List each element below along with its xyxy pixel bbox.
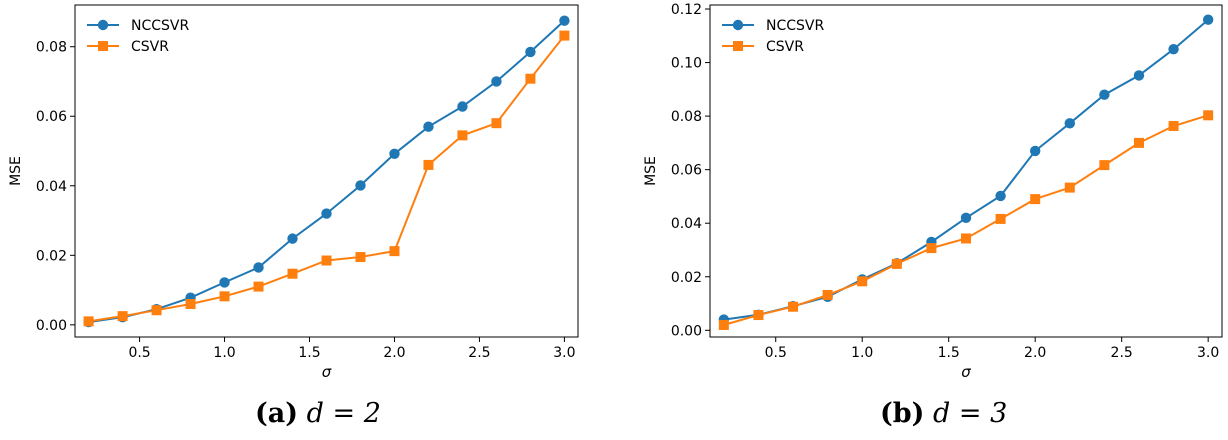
- data-point-csvr: [1203, 110, 1214, 121]
- x-tick-label: 2.5: [468, 345, 490, 361]
- data-point-nccsvr: [389, 148, 400, 159]
- data-point-csvr: [788, 301, 799, 312]
- x-tick-label: 2.0: [1024, 345, 1046, 361]
- caption-b-label: (b): [880, 398, 925, 429]
- data-point-csvr: [1133, 137, 1144, 148]
- data-point-csvr: [117, 311, 128, 322]
- y-axis-label: MSE: [643, 156, 659, 186]
- data-point-csvr: [1099, 160, 1110, 171]
- x-tick-label: 2.0: [383, 345, 405, 361]
- legend-label-csvr: CSVR: [131, 39, 169, 55]
- data-point-csvr: [491, 118, 502, 129]
- caption-a-math: d = 2: [306, 398, 381, 429]
- legend-marker-nccsvr: [732, 19, 744, 31]
- caption-b: (b) d = 3: [880, 398, 1007, 429]
- chart-panel-b: 0.5 1.0 1.5 2.0 2.5 3.0 0.00 0.02 0.04 0.06 0.08 0.…: [614, 0, 1228, 440]
- data-point-csvr: [822, 289, 833, 300]
- data-point-nccsvr: [525, 46, 536, 58]
- data-point-csvr: [891, 258, 902, 269]
- data-point-csvr: [83, 316, 94, 327]
- x-tick-label: 0.5: [128, 345, 150, 361]
- data-point-csvr: [355, 252, 366, 263]
- legend-marker-csvr: [98, 41, 108, 51]
- data-point-csvr: [753, 310, 764, 321]
- data-point-nccsvr: [995, 190, 1006, 202]
- chart-b: 0.5 1.0 1.5 2.0 2.5 3.0 0.00 0.02 0.04 0.06 0.08 0.…: [643, 2, 1223, 381]
- y-tick-label: 0.06: [36, 109, 67, 125]
- y-tick-label: 0.08: [671, 109, 702, 125]
- data-point-csvr: [1168, 121, 1179, 132]
- data-point-csvr: [525, 73, 536, 84]
- data-point-csvr: [559, 30, 570, 41]
- data-point-nccsvr: [219, 277, 230, 288]
- data-point-nccsvr: [559, 15, 570, 26]
- data-point-nccsvr: [253, 262, 264, 273]
- x-tick-label: 3.0: [553, 345, 575, 361]
- data-point-nccsvr: [1064, 118, 1075, 129]
- x-tick-label: 1.0: [213, 345, 235, 361]
- series-line-nccsvr: [723, 18, 1209, 321]
- data-point-csvr: [389, 246, 400, 257]
- data-point-nccsvr: [1168, 43, 1179, 55]
- y-tick-label: 0.04: [671, 216, 702, 232]
- data-point-nccsvr: [457, 101, 468, 112]
- data-point-nccsvr: [321, 208, 332, 219]
- y-tick-label: 0.00: [671, 323, 702, 339]
- data-point-csvr: [185, 298, 196, 309]
- data-point-csvr: [1064, 182, 1075, 193]
- data-point-csvr: [926, 243, 937, 254]
- x-tick-label: 2.5: [1111, 345, 1133, 361]
- y-tick-label: 0.02: [36, 248, 67, 264]
- data-point-csvr: [857, 276, 868, 287]
- y-tick-label: 0.00: [36, 318, 67, 334]
- data-point-csvr: [253, 281, 264, 292]
- data-point-csvr: [961, 233, 971, 244]
- series-line-nccsvr: [88, 19, 566, 324]
- legend-marker-nccsvr: [97, 19, 109, 31]
- data-point-nccsvr: [1029, 145, 1041, 157]
- x-tick-label: 0.5: [765, 345, 787, 361]
- y-tick-label: 0.08: [36, 40, 67, 56]
- caption-a-label: (a): [255, 398, 299, 429]
- data-point-nccsvr: [355, 180, 366, 191]
- legend-label-nccsvr: NCCSVR: [766, 18, 824, 34]
- chart-a: 0.5 1.0 1.5 2.0 2.5 3.0 0.00 0.02 0.04 0.06 0.08 σ M…: [8, 4, 579, 381]
- chart-panel-a: 0.5 1.0 1.5 2.0 2.5 3.0 0.00 0.02 0.04 0.06 0.08 σ M…: [8, 4, 579, 429]
- data-point-csvr: [321, 255, 332, 266]
- data-point-csvr: [718, 319, 729, 330]
- caption-b-math: d = 3: [933, 398, 1008, 429]
- data-point-csvr: [1030, 194, 1041, 205]
- data-point-nccsvr: [960, 212, 972, 224]
- data-point-nccsvr: [287, 233, 298, 244]
- data-point-nccsvr: [491, 76, 502, 87]
- x-tick-label: 1.5: [298, 345, 320, 361]
- plot-frame: [74, 4, 579, 338]
- data-point-nccsvr: [1099, 89, 1110, 100]
- plot-frame: [709, 4, 1223, 338]
- data-point-csvr: [457, 130, 468, 141]
- y-tick-label: 0.12: [671, 2, 702, 18]
- x-axis-label: σ: [961, 363, 971, 380]
- legend-marker-csvr: [733, 41, 743, 51]
- y-tick-label: 0.02: [671, 270, 702, 286]
- legend-label-nccsvr: NCCSVR: [131, 18, 189, 34]
- data-point-nccsvr: [1133, 70, 1145, 81]
- x-tick-label: 3.0: [1197, 345, 1219, 361]
- data-point-csvr: [423, 159, 434, 170]
- legend-label-csvr: CSVR: [766, 39, 804, 55]
- data-point-csvr: [287, 268, 298, 279]
- y-axis-label: MSE: [8, 156, 24, 186]
- data-point-csvr: [995, 213, 1006, 224]
- x-axis-label: σ: [322, 363, 332, 380]
- data-point-nccsvr: [423, 121, 434, 132]
- caption-a: (a) d = 2: [255, 398, 381, 429]
- data-point-nccsvr: [1202, 14, 1214, 25]
- y-tick-label: 0.04: [36, 179, 67, 195]
- data-point-csvr: [219, 291, 230, 302]
- data-point-csvr: [151, 305, 162, 316]
- y-tick-label: 0.06: [671, 163, 702, 179]
- x-tick-label: 1.0: [851, 345, 873, 361]
- y-tick-label: 0.10: [671, 56, 702, 72]
- x-tick-label: 1.5: [938, 345, 960, 361]
